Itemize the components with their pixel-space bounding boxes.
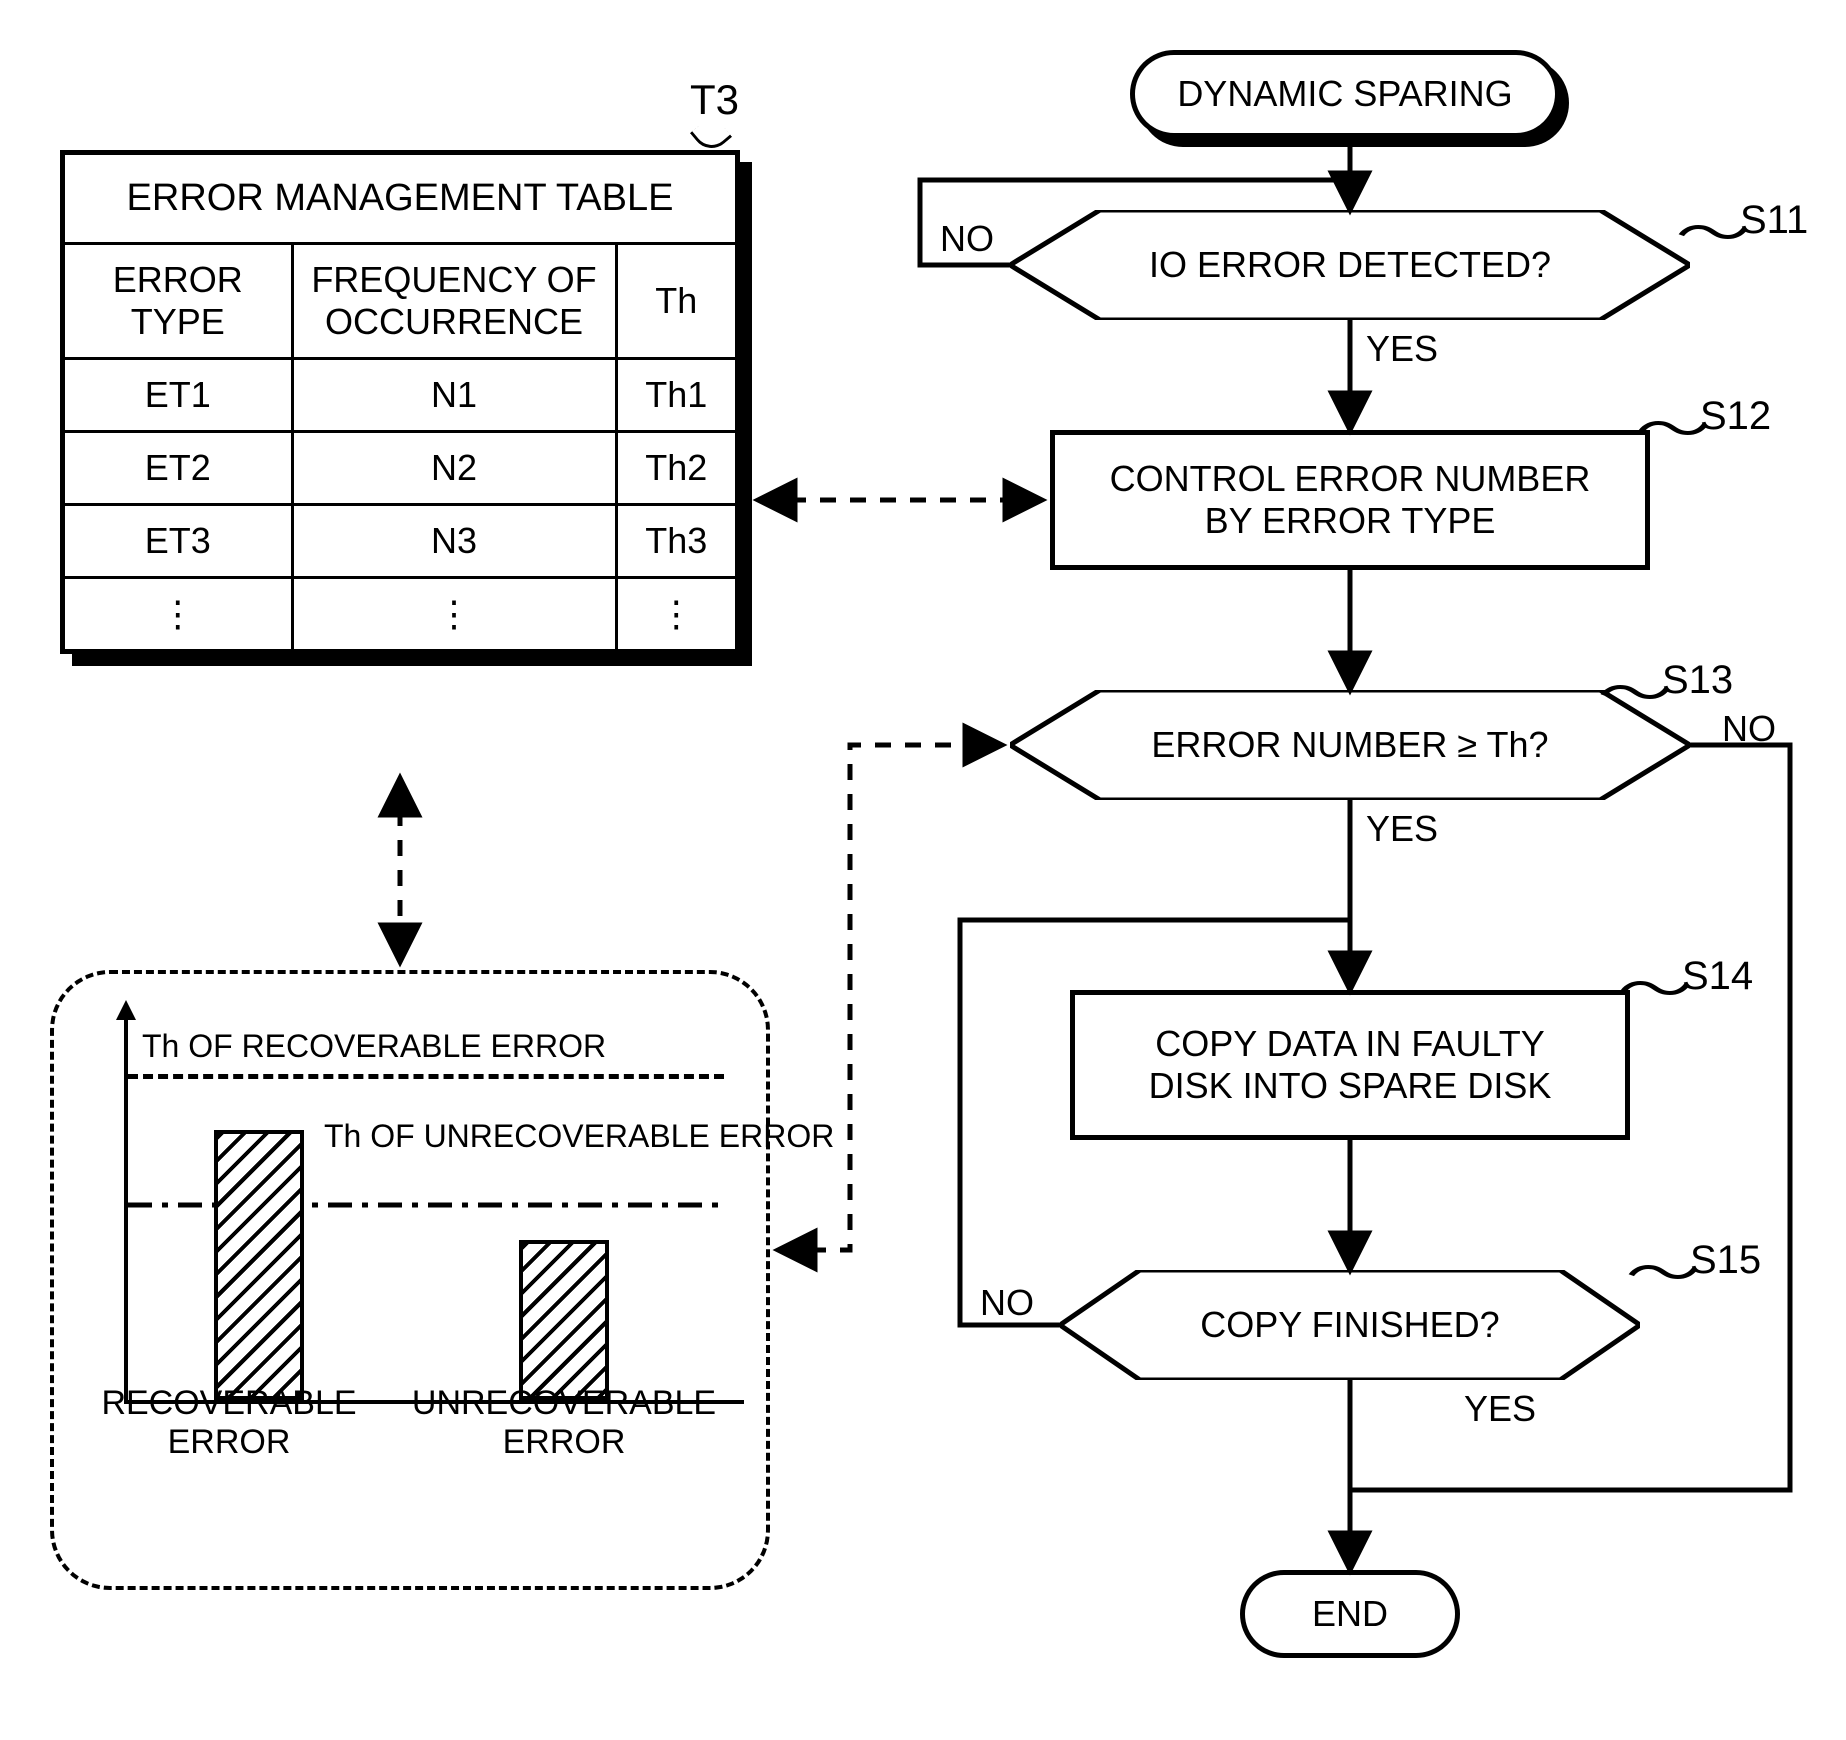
table-col-0: ERROR TYPE bbox=[63, 244, 293, 359]
table-col-2: Th bbox=[616, 244, 738, 359]
flow-start: DYNAMIC SPARING bbox=[1130, 50, 1560, 138]
table-row: ET1 N1 Th1 bbox=[63, 359, 738, 432]
chart-bar-unrecoverable bbox=[519, 1240, 609, 1400]
threshold-line-recoverable bbox=[128, 1074, 724, 1079]
flow-s13: ERROR NUMBER ≥ Th? bbox=[1010, 690, 1690, 800]
step-label-s13: S13 bbox=[1662, 658, 1733, 703]
edge-label-no: NO bbox=[940, 218, 994, 260]
diagram-root: T3 ERROR MANAGEMENT TABLE ERROR TYPE FRE… bbox=[20, 20, 1826, 1700]
table-title: ERROR MANAGEMENT TABLE bbox=[63, 153, 738, 244]
threshold-label-unrecoverable: Th OF UNRECOVERABLE ERROR bbox=[324, 1118, 834, 1155]
bar-label-unrecoverable: UNRECOVERABLE ERROR bbox=[384, 1384, 744, 1462]
bar-label-recoverable: RECOVERABLE ERROR bbox=[74, 1384, 384, 1462]
error-management-table: ERROR MANAGEMENT TABLE ERROR TYPE FREQUE… bbox=[60, 150, 740, 654]
edge-label-no: NO bbox=[980, 1282, 1034, 1324]
step-label-s11: S11 bbox=[1740, 198, 1808, 243]
flow-s12: CONTROL ERROR NUMBER BY ERROR TYPE bbox=[1050, 430, 1650, 570]
flow-s14: COPY DATA IN FAULTY DISK INTO SPARE DISK bbox=[1070, 990, 1630, 1140]
flow-s11: IO ERROR DETECTED? bbox=[1010, 210, 1690, 320]
step-label-s15: S15 bbox=[1690, 1238, 1761, 1283]
edge-label-yes: YES bbox=[1464, 1388, 1536, 1430]
step-label-s14: S14 bbox=[1682, 954, 1753, 999]
edge-label-yes: YES bbox=[1366, 328, 1438, 370]
chart-area: Th OF RECOVERABLE ERROR Th OF UNRECOVERA… bbox=[124, 1024, 724, 1404]
error-management-table-wrap: T3 ERROR MANAGEMENT TABLE ERROR TYPE FRE… bbox=[60, 150, 740, 654]
table-row: ET3 N3 Th3 bbox=[63, 505, 738, 578]
edge-label-yes: YES bbox=[1366, 808, 1438, 850]
threshold-label-recoverable: Th OF RECOVERABLE ERROR bbox=[142, 1028, 606, 1065]
edge-label-no: NO bbox=[1722, 708, 1776, 750]
table-row: ⋮ ⋮ ⋮ bbox=[63, 578, 738, 652]
chart-bar-recoverable bbox=[214, 1130, 304, 1400]
flowchart: DYNAMIC SPARING IO ERROR DETECTED? 〜 S11… bbox=[890, 50, 1830, 1700]
step-label-s12: S12 bbox=[1700, 394, 1771, 439]
flow-s15: COPY FINISHED? bbox=[1060, 1270, 1640, 1380]
table-col-1: FREQUENCY OF OCCURRENCE bbox=[292, 244, 616, 359]
table-row: ET2 N2 Th2 bbox=[63, 432, 738, 505]
threshold-chart-panel: Th OF RECOVERABLE ERROR Th OF UNRECOVERA… bbox=[50, 970, 770, 1590]
flow-end: END bbox=[1240, 1570, 1460, 1658]
